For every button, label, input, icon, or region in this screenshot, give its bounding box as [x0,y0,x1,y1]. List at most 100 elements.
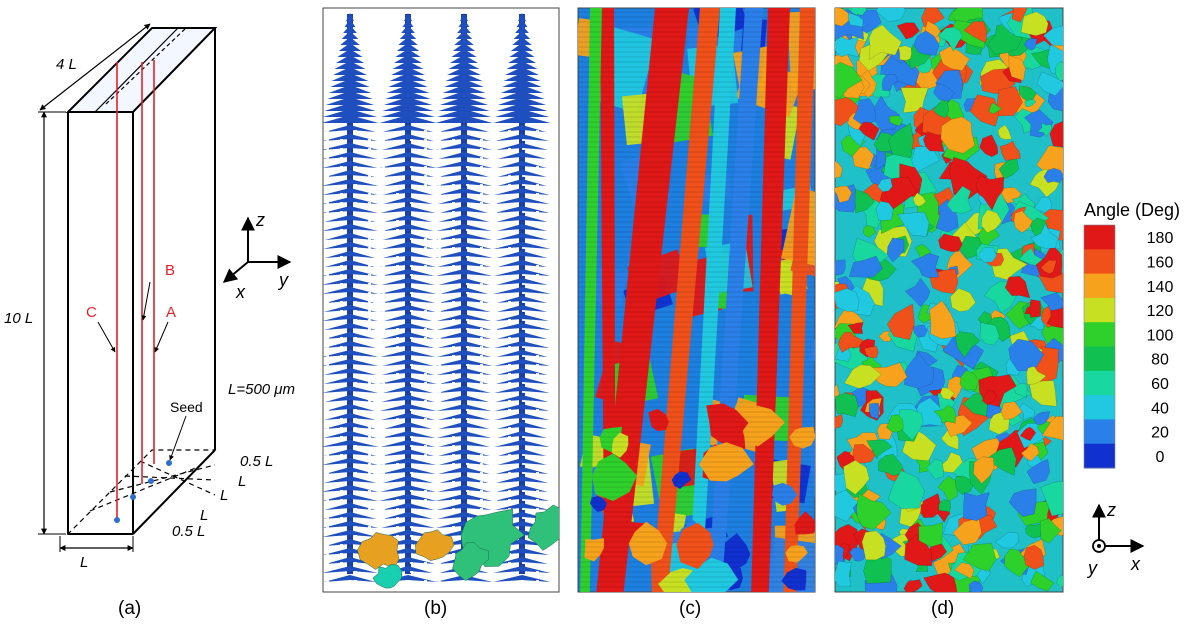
dendrite-arm [324,413,376,420]
dendrite-arm [494,197,550,204]
dendrite-arm [323,305,377,312]
dendrite-arm [379,494,437,501]
grain [861,530,886,561]
dendrite-arm [324,260,376,267]
dendrite-arm [496,224,548,231]
grain [835,259,846,276]
grain [912,324,928,338]
dendrite-arm [380,530,436,537]
grain [946,185,972,214]
grain [933,404,957,424]
dendrite-arm [381,323,435,330]
grain [372,564,403,589]
dim-right-label-3: L [220,487,228,504]
dendrite-arm [451,49,477,57]
panel-b-microstructure [322,7,560,593]
dendrite-arm [497,458,547,465]
dendrite-arm [324,467,376,474]
dendrite-arm [323,494,379,501]
dendrite-arm [323,521,379,528]
dendrite-arm [509,49,535,57]
grain [849,547,868,562]
dendrite-arm [323,530,378,537]
grain [953,562,975,580]
caption-d: (d) [931,598,954,619]
dendrite-arm [439,97,489,105]
dendrite-arm [380,485,436,492]
dendrite-arm [496,116,548,123]
grain [1039,518,1062,544]
grain [852,98,877,125]
dendrite-arm [324,323,376,330]
dendrite-arm [325,557,375,564]
dendrite-arm [385,91,431,99]
dendrite-arm [344,19,356,27]
dim-top-arrow [39,23,151,111]
grain [415,529,455,561]
dendrite-arm [449,55,479,63]
columnar-grain [580,8,602,592]
dendrite-arm [435,359,493,366]
dendrite-arm [496,103,548,111]
dim-right-label-5: 0.5 L [172,523,205,540]
grain [1026,459,1050,485]
dendrite-arm [324,125,376,132]
dendrite-arm [328,85,372,93]
dendrite-arm [392,61,424,69]
dendrite-arm [383,179,433,186]
dendrite-arm [382,224,434,231]
dendrite-arm [323,386,379,393]
dendrite-arm [402,19,414,27]
dendrite-arm [494,188,550,195]
dendrite-arm [338,43,362,51]
dendrite-arm [382,188,434,195]
label-c: C [86,304,97,321]
dendrite-arm [439,287,489,294]
dendrite-arm [457,25,471,33]
dendrite-arm [447,67,481,75]
dendrite-arm [323,314,378,321]
dendrite-arm [382,233,434,240]
grain [835,185,852,204]
dendrite-arm [494,206,550,213]
grain [856,493,892,531]
dendrite-arm [325,97,375,105]
grain [590,496,607,512]
grain [877,177,893,192]
dendrite-arm [494,413,550,420]
grain [1040,480,1063,517]
grain [781,567,807,591]
dendrite-arm [435,143,493,150]
dim-top-label: 4 L [56,56,77,73]
grain [912,192,927,207]
seed-dot [148,478,154,484]
grain [1013,210,1033,234]
grain [1043,25,1063,46]
dendrite-arm [383,197,433,204]
dendrite-arm [324,503,376,510]
dendrite-arm [437,188,491,195]
dendrite-arm [436,350,492,357]
dendrite-arm [496,305,548,312]
panel-c-microstructure [577,7,816,593]
dim-right-label-2: L [238,473,246,490]
dendrite-arm [383,215,433,222]
grain [940,116,976,154]
dendrite-arm [382,251,434,258]
grain [835,561,852,588]
dendrite-arm [494,134,550,141]
grain [835,8,854,27]
dendrite-arm [323,206,378,213]
dendrite-arm [439,206,489,213]
colorbar-swatch [1084,370,1115,396]
grain [1037,122,1053,138]
dendrite-arm [512,37,532,45]
dendrite-arm [438,296,490,303]
grain [977,246,998,263]
dendrite-arm [495,476,549,483]
axis-z-label: z [255,210,265,230]
dendrite-arm [323,440,379,447]
grain [772,482,798,506]
dendrite-arm [382,103,434,111]
dendrite-arm [337,49,363,57]
